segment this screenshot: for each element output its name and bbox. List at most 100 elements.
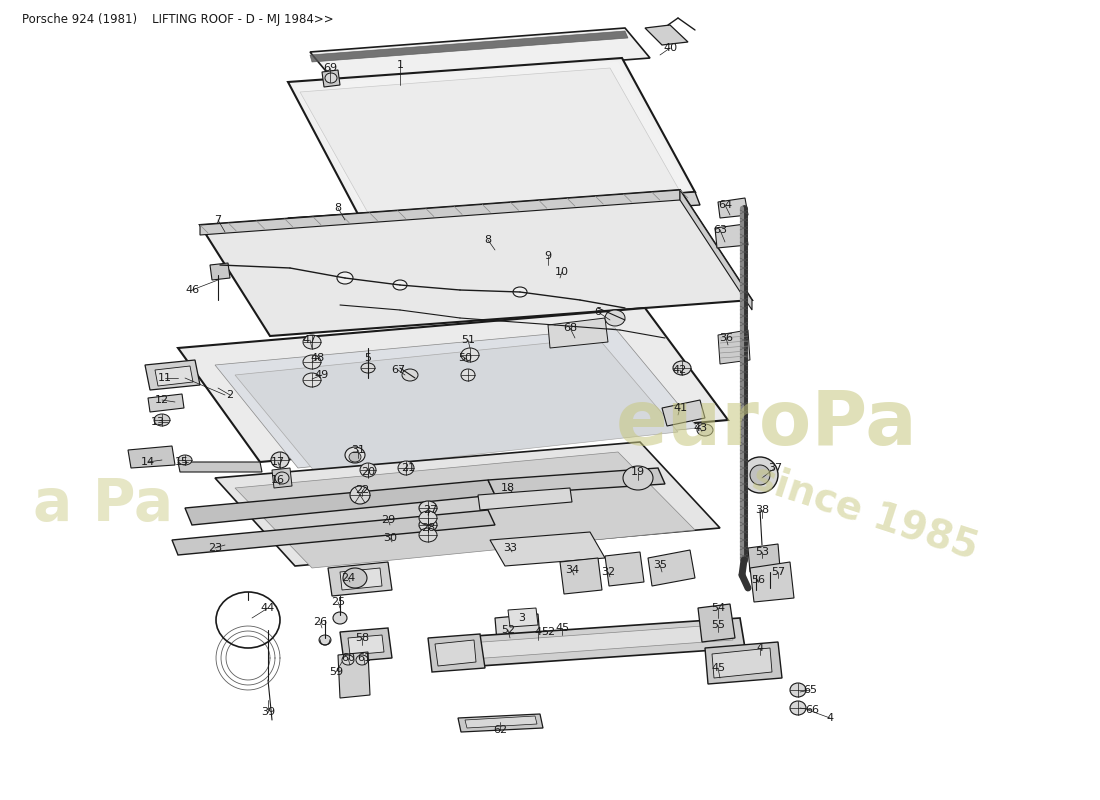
- Text: 8: 8: [334, 203, 342, 213]
- Text: 1: 1: [396, 60, 404, 70]
- Text: 4: 4: [826, 713, 834, 723]
- Polygon shape: [465, 716, 537, 728]
- Text: 60: 60: [341, 653, 355, 663]
- Text: 12: 12: [155, 395, 169, 405]
- Ellipse shape: [461, 369, 475, 381]
- Polygon shape: [712, 648, 772, 678]
- Text: 24: 24: [341, 573, 355, 583]
- Ellipse shape: [342, 655, 354, 665]
- Text: 13: 13: [151, 417, 165, 427]
- Polygon shape: [300, 68, 682, 220]
- Ellipse shape: [419, 501, 437, 515]
- Polygon shape: [288, 192, 700, 232]
- Ellipse shape: [360, 463, 376, 477]
- Polygon shape: [488, 468, 666, 495]
- Text: 16: 16: [271, 475, 285, 485]
- Ellipse shape: [513, 287, 527, 297]
- Polygon shape: [328, 562, 392, 596]
- Text: 6: 6: [594, 307, 602, 317]
- Text: 62: 62: [493, 725, 507, 735]
- Text: 44: 44: [261, 603, 275, 613]
- Ellipse shape: [605, 310, 625, 326]
- Polygon shape: [128, 446, 175, 468]
- Text: 39: 39: [261, 707, 275, 717]
- Text: 56: 56: [751, 575, 764, 585]
- Text: 26: 26: [312, 617, 327, 627]
- Polygon shape: [155, 366, 192, 386]
- Polygon shape: [698, 604, 735, 642]
- Ellipse shape: [337, 272, 353, 284]
- Ellipse shape: [302, 373, 321, 387]
- Ellipse shape: [349, 452, 361, 462]
- Polygon shape: [235, 452, 695, 568]
- Text: 8: 8: [484, 235, 492, 245]
- Ellipse shape: [319, 635, 331, 645]
- Polygon shape: [145, 360, 200, 390]
- Ellipse shape: [356, 655, 369, 665]
- Polygon shape: [748, 544, 780, 572]
- Polygon shape: [680, 190, 752, 310]
- Ellipse shape: [623, 466, 653, 490]
- Polygon shape: [648, 550, 695, 586]
- Ellipse shape: [750, 465, 770, 485]
- Polygon shape: [295, 62, 690, 215]
- Polygon shape: [715, 224, 748, 248]
- Ellipse shape: [393, 280, 407, 290]
- Polygon shape: [458, 714, 543, 732]
- Polygon shape: [272, 468, 292, 488]
- Text: 31: 31: [351, 445, 365, 455]
- Text: 65: 65: [803, 685, 817, 695]
- Text: 59: 59: [329, 667, 343, 677]
- Text: 5: 5: [364, 353, 372, 363]
- Text: 40: 40: [663, 43, 678, 53]
- Polygon shape: [214, 328, 698, 468]
- Polygon shape: [434, 640, 476, 666]
- Polygon shape: [605, 552, 643, 586]
- Text: 53: 53: [755, 547, 769, 557]
- Polygon shape: [560, 558, 602, 594]
- Polygon shape: [200, 190, 680, 235]
- Text: 15: 15: [175, 457, 189, 467]
- Polygon shape: [210, 263, 230, 280]
- Ellipse shape: [398, 461, 414, 475]
- Text: 34: 34: [565, 565, 579, 575]
- Polygon shape: [750, 562, 794, 602]
- Text: 58: 58: [355, 633, 370, 643]
- Polygon shape: [178, 462, 262, 472]
- Polygon shape: [645, 25, 688, 45]
- Text: 42: 42: [673, 365, 688, 375]
- Ellipse shape: [275, 472, 289, 484]
- Ellipse shape: [302, 355, 321, 369]
- Text: 47: 47: [302, 335, 317, 345]
- Ellipse shape: [419, 518, 437, 532]
- Polygon shape: [340, 628, 392, 662]
- Polygon shape: [288, 58, 695, 218]
- Text: 38: 38: [755, 505, 769, 515]
- Polygon shape: [348, 635, 384, 655]
- Text: 63: 63: [713, 225, 727, 235]
- Ellipse shape: [350, 486, 370, 504]
- Text: 66: 66: [805, 705, 820, 715]
- Text: 61: 61: [358, 653, 371, 663]
- Ellipse shape: [742, 457, 778, 493]
- Text: 25: 25: [331, 597, 345, 607]
- Text: 4: 4: [535, 627, 541, 637]
- Text: 7: 7: [214, 215, 221, 225]
- Polygon shape: [310, 28, 650, 82]
- Ellipse shape: [361, 363, 375, 373]
- Polygon shape: [662, 400, 705, 426]
- Polygon shape: [214, 442, 720, 566]
- Ellipse shape: [790, 701, 806, 715]
- Polygon shape: [322, 70, 340, 87]
- Text: 51: 51: [461, 335, 475, 345]
- Text: 35: 35: [653, 560, 667, 570]
- Polygon shape: [705, 642, 782, 684]
- Polygon shape: [495, 614, 540, 642]
- Polygon shape: [172, 510, 495, 555]
- Text: 22: 22: [355, 485, 370, 495]
- Polygon shape: [338, 652, 370, 698]
- Text: 52: 52: [541, 627, 556, 637]
- Ellipse shape: [154, 414, 170, 426]
- Ellipse shape: [324, 73, 337, 83]
- Polygon shape: [310, 31, 628, 62]
